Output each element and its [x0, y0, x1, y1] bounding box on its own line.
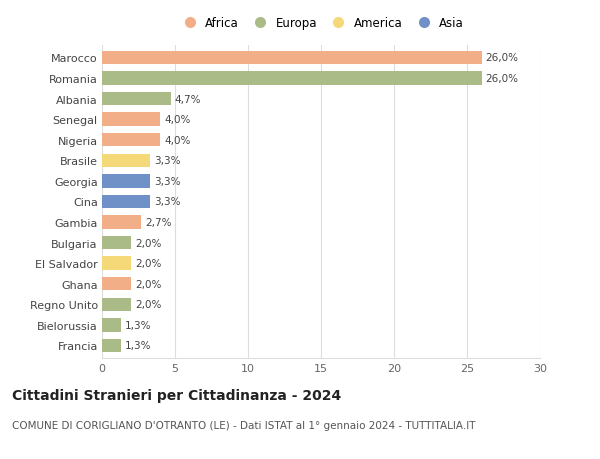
Bar — [102, 257, 131, 270]
Text: 4,7%: 4,7% — [174, 94, 201, 104]
Text: 26,0%: 26,0% — [485, 53, 518, 63]
Text: 2,0%: 2,0% — [135, 300, 161, 310]
Bar — [102, 319, 121, 332]
Text: 1,3%: 1,3% — [125, 320, 151, 330]
Text: 4,0%: 4,0% — [164, 115, 190, 125]
Text: 3,3%: 3,3% — [154, 176, 181, 186]
Text: Cittadini Stranieri per Cittadinanza - 2024: Cittadini Stranieri per Cittadinanza - 2… — [12, 388, 341, 402]
Bar — [102, 154, 150, 168]
Bar — [102, 216, 142, 229]
Text: 3,3%: 3,3% — [154, 156, 181, 166]
Text: 4,0%: 4,0% — [164, 135, 190, 146]
Bar — [102, 175, 150, 188]
Bar — [102, 134, 160, 147]
Text: 2,0%: 2,0% — [135, 258, 161, 269]
Bar — [102, 113, 160, 127]
Text: COMUNE DI CORIGLIANO D'OTRANTO (LE) - Dati ISTAT al 1° gennaio 2024 - TUTTITALIA: COMUNE DI CORIGLIANO D'OTRANTO (LE) - Da… — [12, 420, 476, 430]
Bar — [102, 236, 131, 250]
Text: 3,3%: 3,3% — [154, 197, 181, 207]
Text: 2,0%: 2,0% — [135, 238, 161, 248]
Bar — [102, 72, 482, 85]
Bar — [102, 298, 131, 311]
Bar — [102, 277, 131, 291]
Bar — [102, 339, 121, 353]
Text: 2,0%: 2,0% — [135, 279, 161, 289]
Bar — [102, 93, 170, 106]
Bar — [102, 195, 150, 209]
Text: 26,0%: 26,0% — [485, 74, 518, 84]
Bar — [102, 51, 482, 65]
Legend: Africa, Europa, America, Asia: Africa, Europa, America, Asia — [176, 14, 466, 32]
Text: 1,3%: 1,3% — [125, 341, 151, 351]
Text: 2,7%: 2,7% — [145, 218, 172, 228]
